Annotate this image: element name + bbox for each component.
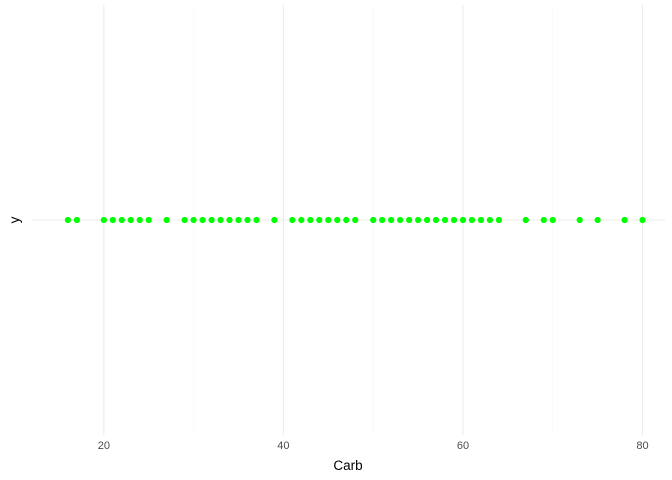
data-point bbox=[226, 216, 233, 224]
data-point bbox=[441, 216, 449, 224]
data-point bbox=[343, 216, 350, 224]
data-point bbox=[208, 216, 215, 224]
data-point bbox=[316, 216, 323, 224]
data-point bbox=[576, 216, 583, 224]
data-point bbox=[549, 216, 556, 224]
data-point bbox=[217, 216, 224, 224]
data-points bbox=[64, 216, 646, 224]
data-point bbox=[271, 216, 278, 224]
data-point bbox=[495, 216, 502, 224]
data-point bbox=[289, 216, 296, 224]
data-point bbox=[127, 216, 134, 224]
data-point bbox=[522, 216, 529, 224]
data-point bbox=[459, 216, 467, 224]
data-point bbox=[423, 216, 431, 224]
x-tick-label: 80 bbox=[636, 440, 648, 452]
data-point bbox=[325, 216, 332, 224]
data-point bbox=[253, 216, 260, 224]
data-point bbox=[486, 216, 494, 224]
data-point bbox=[298, 216, 305, 224]
data-point bbox=[540, 216, 547, 224]
data-point bbox=[639, 216, 646, 224]
data-point bbox=[109, 216, 116, 224]
data-point bbox=[468, 216, 476, 224]
data-point bbox=[370, 216, 377, 224]
data-point bbox=[136, 216, 143, 224]
y-axis-title: y bbox=[7, 216, 22, 223]
data-point bbox=[73, 216, 80, 224]
data-point bbox=[379, 216, 386, 224]
data-point bbox=[181, 216, 188, 224]
data-point bbox=[432, 216, 440, 224]
data-point bbox=[334, 216, 341, 224]
data-point bbox=[235, 216, 242, 224]
x-axis-title: Carb bbox=[333, 458, 362, 473]
data-point bbox=[388, 216, 395, 224]
data-point bbox=[414, 216, 422, 224]
data-point bbox=[118, 216, 125, 224]
data-point bbox=[244, 216, 251, 224]
x-tick-label: 40 bbox=[277, 440, 289, 452]
data-point bbox=[406, 216, 413, 224]
data-point bbox=[190, 216, 197, 224]
data-point bbox=[307, 216, 314, 224]
data-point bbox=[450, 216, 458, 224]
data-point bbox=[100, 216, 107, 224]
data-point bbox=[477, 216, 485, 224]
data-point bbox=[397, 216, 404, 224]
data-point bbox=[64, 216, 72, 224]
data-point bbox=[594, 216, 601, 224]
x-tick-label: 60 bbox=[457, 440, 469, 452]
data-point bbox=[352, 216, 359, 224]
data-point bbox=[145, 216, 152, 224]
data-point bbox=[199, 216, 206, 224]
x-tick-label: 20 bbox=[98, 440, 110, 452]
data-point bbox=[163, 216, 170, 224]
data-point bbox=[621, 216, 628, 224]
x-tick-labels: 20 40 60 80 bbox=[98, 440, 649, 452]
